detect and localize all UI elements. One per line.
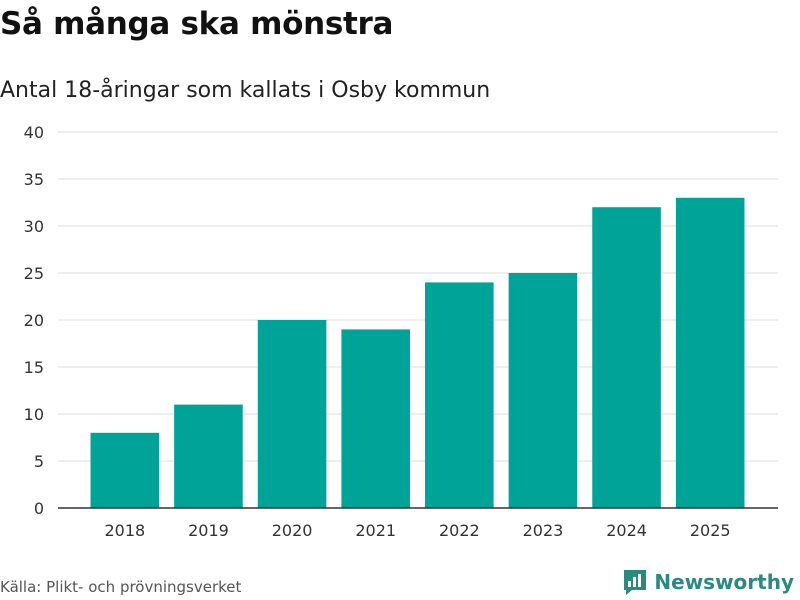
y-tick-label: 40: [24, 123, 44, 142]
x-tick-label: 2018: [104, 521, 145, 540]
y-tick-label: 0: [34, 499, 44, 518]
x-tick-label: 2024: [606, 521, 647, 540]
x-tick-label: 2021: [355, 521, 396, 540]
bar: [592, 207, 661, 508]
bar: [341, 329, 410, 508]
y-tick-label: 30: [24, 217, 44, 236]
source-note: Källa: Plikt- och prövningsverket: [0, 578, 242, 596]
y-tick-label: 25: [24, 264, 44, 283]
x-tick-label: 2022: [439, 521, 480, 540]
x-tick-label: 2023: [523, 521, 564, 540]
bar: [174, 404, 243, 508]
bar: [508, 273, 578, 508]
newsworthy-logo[interactable]: Newsworthy: [622, 568, 794, 596]
newsworthy-logo-icon: [624, 570, 647, 595]
y-tick-label: 5: [34, 452, 44, 471]
y-tick-label: 20: [24, 311, 44, 330]
chart-title: Så många ska mönstra: [0, 6, 394, 42]
x-tick-label: 2019: [188, 521, 229, 540]
bar: [675, 197, 745, 509]
bar: [257, 320, 327, 508]
x-tick-label: 2025: [690, 521, 731, 540]
y-tick-label: 15: [24, 358, 44, 377]
chart-subtitle: Antal 18-åringar som kallats i Osby komm…: [0, 78, 491, 103]
x-tick-label: 2020: [272, 521, 313, 540]
y-tick-label: 10: [24, 405, 44, 424]
bar: [425, 282, 494, 508]
y-tick-label: 35: [24, 170, 44, 189]
bar: [90, 432, 160, 508]
newsworthy-logo-text: Newsworthy: [654, 570, 794, 594]
